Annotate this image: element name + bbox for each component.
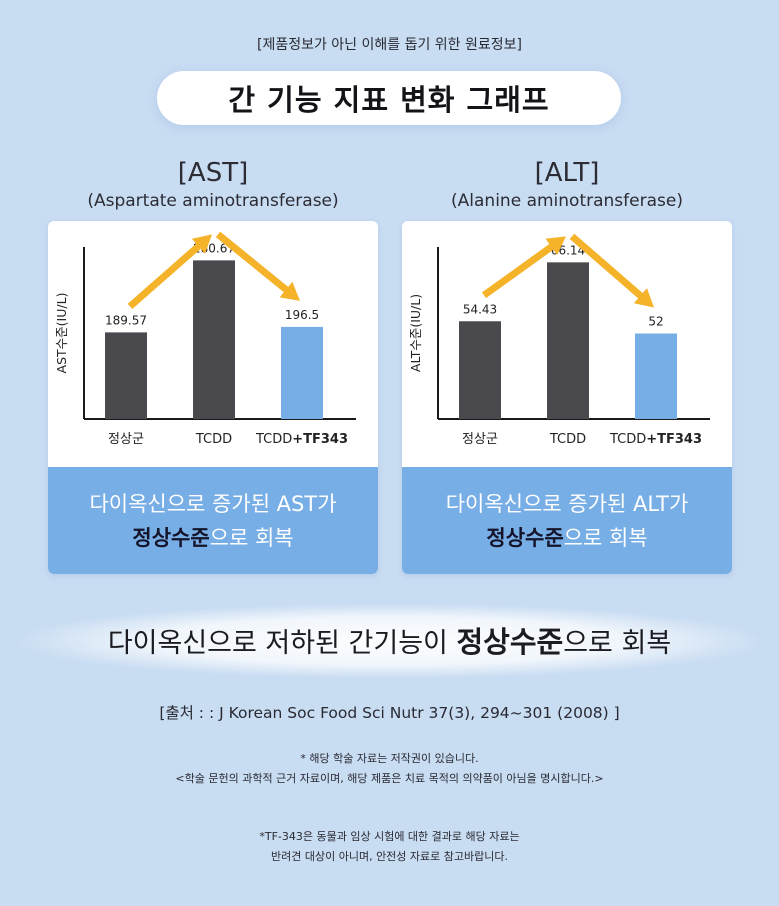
bar [193,260,235,419]
trend-arrow-shape [127,234,212,310]
caption-line: 정상수준으로 회복 [48,521,378,555]
page-title: 간 기능 지표 변화 그래프 [157,71,621,125]
note-line: *TF-343은 동물과 임상 시험에 대한 결과로 해당 자료는 [259,830,520,843]
chart-subtitle: (Aspartate aminotransferase) [87,191,339,211]
chart-subtitle: (Alanine aminotransferase) [451,191,683,211]
note-line: 반려견 대상이 아니며, 안전성 자료로 참고바랍니다. [271,850,508,863]
trend-arrow [127,234,212,310]
chart-heading-ast: [AST] (Aspartate aminotransferase) [48,158,378,212]
bar [281,326,323,419]
chart-card-ast: AST수준(IU/L) 189.57 정상군 280.67 TCDD 196.5 TCDD+… [48,221,378,574]
caption-line: 정상수준으로 회복 [402,521,732,555]
page-title-text: 간 기능 지표 변화 그래프 [228,83,550,117]
copyright-note: * 해당 학술 자료는 저작권이 있습니다. <학술 문헌의 과학적 근거 자료… [0,749,779,789]
trend-arrow [481,236,566,299]
trend-arrow-shape [481,236,566,299]
summary-glow [20,604,759,678]
y-axis-label: AST수준(IU/L) [54,293,69,374]
summary-before: 다이옥신으로 저하된 간기능이 [107,628,457,659]
bar [547,262,589,419]
bar [635,333,677,419]
caption-strong: 정상수준 [132,525,210,550]
summary-strong: 정상수준 [456,625,564,659]
chart-title: [ALT] [534,158,600,188]
summary-statement: 다이옥신으로 저하된 간기능이 정상수준으로 회복 [0,619,779,661]
x-tick-label: TCDD+TF343 [255,432,348,447]
caption-line: 다이옥신으로 증가된 AST가 [89,491,337,516]
trend-arrow-shape [215,231,300,301]
x-tick-label: 정상군 [108,432,144,447]
source-citation: [출처 : : J Korean Soc Food Sci Nutr 37(3)… [159,704,620,722]
note-line: <학술 문헌의 과학적 근거 자료이며, 해당 제품은 치료 목적의 의약품이 … [175,772,604,785]
data-label: 54.43 [463,302,497,316]
summary-after: 으로 회복 [563,628,672,659]
x-tick-label: 정상군 [462,432,498,447]
data-label: 189.57 [105,313,147,327]
note-line: * 해당 학술 자료는 저작권이 있습니다. [300,752,479,765]
bar [105,332,147,419]
study-note: *TF-343은 동물과 임상 시험에 대한 결과로 해당 자료는 반려견 대상… [0,827,779,867]
chart-title: [AST] [177,158,249,188]
bar-chart-ast: AST수준(IU/L) 189.57정상군280.67TCDD196.5TCDD+… [54,231,356,447]
x-tick-label: TCDD+TF343 [609,432,702,447]
caption-strong: 정상수준 [486,525,564,550]
trend-arrow [215,231,300,301]
chart-heading-alt: [ALT] (Alanine aminotransferase) [402,158,732,212]
x-tick-label: TCDD [195,432,232,447]
chart-card-alt: ALT수준(IU/L) 54.43 정상군 66.14 TCDD 52 TCDD+TF343… [402,221,732,574]
trend-arrow [569,233,655,308]
caption-rest: 으로 회복 [563,525,648,550]
caption-rest: 으로 회복 [209,525,294,550]
chart-caption: 다이옥신으로 증가된 AST가 정상수준으로 회복 [48,467,378,574]
data-label: 52 [648,314,663,328]
chart-caption: 다이옥신으로 증가된 ALT가 정상수준으로 회복 [402,467,732,574]
y-axis-label: ALT수준(IU/L) [408,294,423,372]
trend-arrow-shape [569,233,655,308]
bar [459,321,501,419]
x-tick-label: TCDD [549,432,586,447]
data-label: 196.5 [285,308,319,322]
disclaimer-top: [제품정보가 아닌 이해를 돕기 위한 원료정보] [256,37,522,53]
caption-line: 다이옥신으로 증가된 ALT가 [445,491,689,516]
